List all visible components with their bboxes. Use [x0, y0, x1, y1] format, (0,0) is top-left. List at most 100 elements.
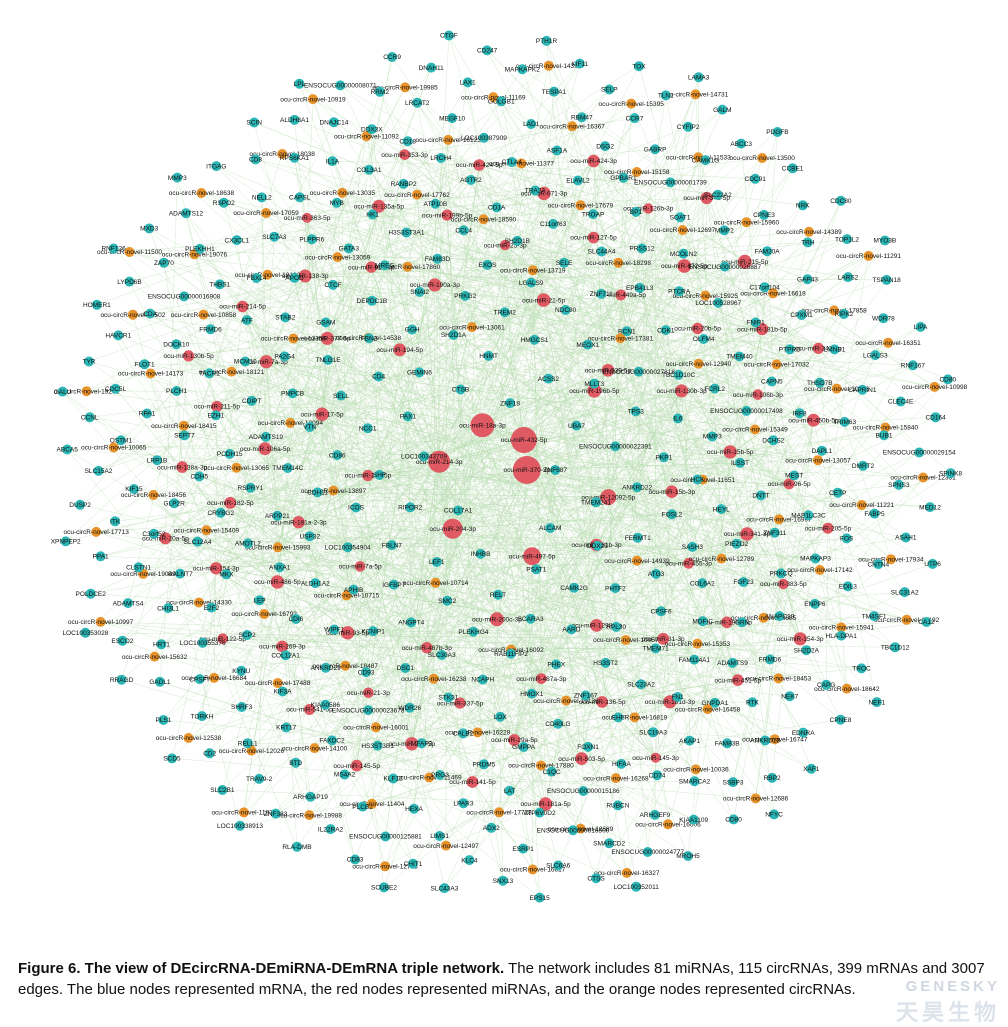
mrna-node: CPNE8 — [830, 715, 852, 725]
mrna-node-label: SCIN — [246, 120, 262, 127]
mrna-node: NRK — [796, 200, 810, 210]
mrna-node-label: CD164 — [925, 414, 946, 421]
mrna-node: ITGAG — [206, 161, 226, 171]
circrna-node: ocu-circR-novel-12940 — [666, 359, 732, 369]
mrna-node: CAPG — [817, 680, 835, 690]
mrna-node-label: KIF3A — [274, 689, 293, 696]
mrna-node-label: HRT1 — [153, 642, 170, 649]
mrna-node-label: LGALS9 — [519, 280, 544, 287]
mrna-node-label: DNTT — [752, 493, 769, 500]
circrna-node-label: ocu-circR-novel-15632 — [122, 654, 188, 661]
mrna-node-label: MREG — [375, 262, 395, 269]
figure-caption-title: Figure 6. The view of DEcircRNA-DEmiRNA-… — [18, 960, 504, 977]
mrna-node-label: TLN1 — [658, 93, 674, 100]
mrna-node: TNLG1E — [315, 355, 341, 365]
mrna-node-label: ATP6V0D2 — [524, 810, 556, 817]
mrna-node-label: CCL4 — [455, 228, 472, 235]
circrna-node-label: ocu-circR-novel-11291 — [836, 253, 901, 260]
mrna-node-label: PDGFB — [766, 129, 788, 136]
mrna-node: PA2G4 — [274, 351, 295, 361]
circrna-node: ocu-circR-novel-10858 — [171, 310, 237, 320]
mrna-node-label: RUBCN — [606, 803, 629, 810]
mrna-node: RPL30 — [606, 622, 626, 632]
mrna-node-label: LAD1 — [523, 121, 540, 128]
mrna-node: MAPKAPK2 — [505, 64, 540, 74]
mrna-node: RTK — [746, 697, 760, 707]
mrna-node-label: KIAA0586 — [311, 702, 341, 709]
mrna-node-label: SMARCA2 — [679, 778, 711, 785]
mrna-node-label: DAPL1 — [812, 448, 833, 455]
circrna-node: ocu-circR-novel-12538 — [156, 733, 222, 743]
mrna-node-label: MDFIC — [692, 618, 713, 625]
mrna-node-label: RCN1 — [618, 328, 636, 335]
mrna-node: RNF167 — [901, 360, 926, 370]
mrna-node-label: PRKG2 — [454, 293, 476, 300]
mirna-node-label: ocu-miR-15b-5p — [707, 449, 754, 456]
mrna-node: GABRP — [644, 144, 667, 154]
mrna-node: UTP6 — [924, 559, 941, 569]
circrna-node-label: ocu-circR-novel-19049 — [110, 571, 176, 578]
mrna-node-label: C17orf104 — [749, 284, 780, 291]
mirna-node-label: ocu-miR-432-5p — [501, 437, 548, 444]
mrna-node: POLDCE2 — [76, 589, 107, 599]
mrna-node: TRIM63 — [833, 417, 857, 427]
mrna-node: CNTN4 — [867, 559, 889, 569]
mrna-node-label: CD74 — [649, 772, 666, 779]
mirna-node: ocu-miR-205-5p — [805, 523, 852, 534]
mrna-node-label: TORKH — [191, 713, 214, 720]
mrna-node-label: ANAPC19 — [765, 613, 795, 620]
mrna-node-label: PMPCB — [281, 391, 304, 398]
mrna-node-label: CTLA4 — [502, 159, 523, 166]
mrna-node-label: ADAMTS19 — [249, 434, 284, 441]
mrna-node: ALCAM — [539, 523, 561, 533]
mrna-node-label: CAPG — [817, 682, 835, 689]
mrna-node-label: RTK — [746, 700, 760, 707]
circrna-node: ocu-circR-novel-10036 — [663, 764, 729, 774]
circrna-node-label: ocu-circR-novel-14173 — [118, 371, 184, 378]
mrna-node-label: CAMK1G — [692, 157, 719, 164]
mrna-node-label: MS4A2 — [334, 772, 356, 779]
mrna-node-label: SCP2 — [239, 632, 256, 639]
mrna-node-label: TBC1D10C — [662, 372, 696, 379]
mrna-node-label: KIAA1109 — [679, 817, 708, 824]
mrna-node-label: SLC43A3 — [430, 885, 458, 892]
circrna-node: ocu-circR-novel-13059 — [305, 252, 371, 262]
mrna-node-label: MMP3 — [168, 175, 187, 182]
mrna-node-label: CPSF6 — [651, 609, 672, 616]
mrna-node: CD40LG — [545, 719, 570, 729]
mrna-node-label: PLCH1 — [166, 388, 187, 395]
mrna-node-label: RRAGD — [110, 677, 134, 684]
mrna-node: RNF126 — [101, 244, 126, 254]
figure-caption: Figure 6. The view of DEcircRNA-DEmiRNA-… — [18, 958, 998, 1000]
network-edge — [313, 99, 405, 155]
mrna-node-label: NCAPH — [471, 677, 494, 684]
mrna-node-label: ZAP70 — [154, 260, 174, 267]
mrna-node: ANGPT4 — [398, 617, 424, 627]
mrna-node: TACR1 — [199, 368, 220, 378]
mrna-node: LEP — [253, 595, 265, 605]
mrna-node-label: CD1A — [488, 205, 506, 212]
mrna-node: LAMA3 — [688, 72, 710, 82]
mrna-node-label: PAX1 — [400, 414, 417, 421]
mirna-node: ocu-miR-353-3p — [381, 149, 428, 160]
circrna-node: ocu-circR-novel-12686 — [723, 793, 789, 803]
mrna-node: GOLGB1 — [488, 96, 515, 106]
mrna-node-label: C11orf63 — [540, 221, 567, 228]
mrna-node-label: CCBE1 — [782, 166, 804, 173]
mrna-node: SPINK8 — [939, 468, 963, 478]
mrna-node: ANXA1 — [269, 562, 291, 572]
mrna-node: PIEZO2 — [725, 539, 749, 549]
mrna-node-label: SLC6A6 — [546, 863, 571, 870]
mrna-node-label: SHF — [373, 472, 386, 479]
mrna-node-label: MCOLN2 — [670, 251, 697, 258]
circrna-node-label: ocu-circR-novel-10036 — [663, 767, 729, 774]
mrna-node-label: USP32 — [299, 533, 320, 540]
mrna-node: ENSOCUG00000016908 — [148, 291, 221, 301]
mrna-node: RSPRY1 — [237, 483, 263, 493]
mrna-node-label: CDI6 — [288, 616, 303, 623]
network-edge — [87, 307, 243, 392]
mrna-node: CDH11 — [307, 487, 328, 497]
mrna-node: TBC1D10C — [662, 370, 696, 380]
mrna-node-label: DEPDC1B — [357, 298, 388, 305]
mrna-node: LAX1 — [460, 77, 476, 87]
